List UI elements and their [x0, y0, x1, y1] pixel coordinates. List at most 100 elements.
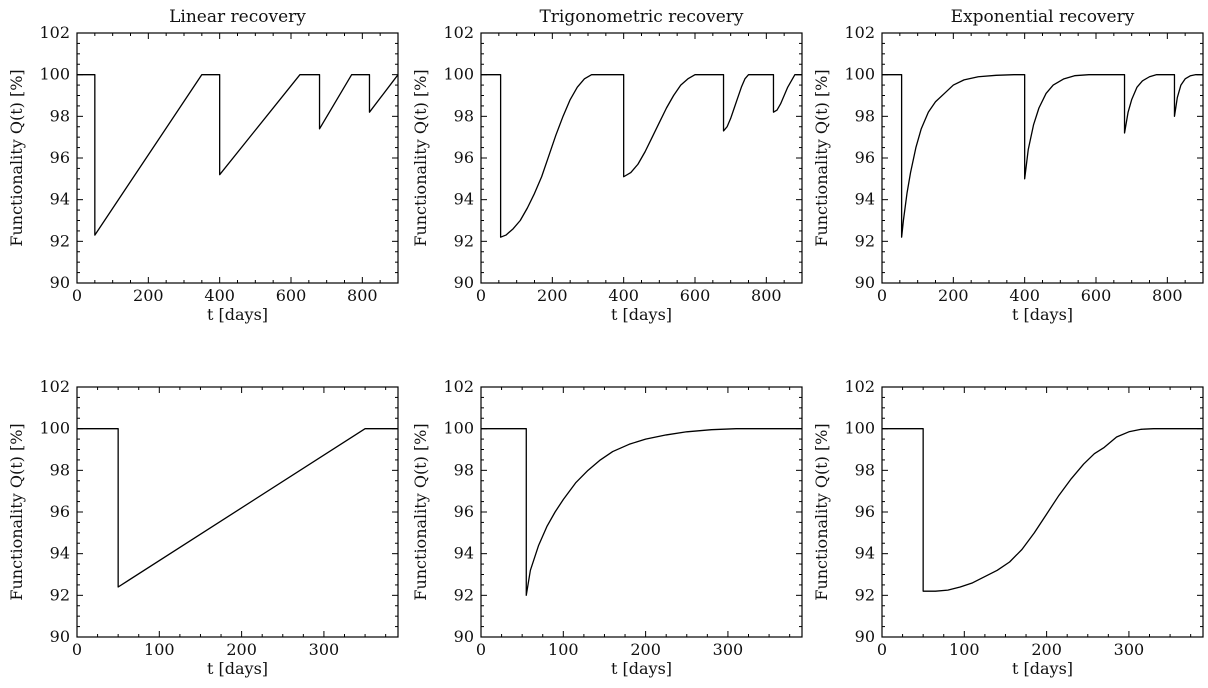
y-tick-label: 96	[454, 148, 474, 167]
y-tick-label: 98	[454, 106, 474, 125]
y-tick-label: 90	[50, 273, 70, 292]
x-tick-label: 400	[204, 286, 235, 305]
x-tick-label: 0	[476, 286, 486, 305]
y-tick-label: 100	[39, 419, 70, 438]
x-tick-label: 800	[751, 286, 782, 305]
y-tick-label: 98	[50, 106, 70, 125]
y-tick-label: 100	[443, 419, 474, 438]
y-tick-label: 92	[50, 585, 70, 604]
x-axis-label: t [days]	[207, 305, 268, 324]
plot-frame	[881, 386, 1204, 638]
y-tick-label: 96	[50, 502, 70, 521]
series-line-1	[77, 74, 399, 236]
y-tick-label: 102	[39, 23, 70, 42]
y-tick-label: 98	[454, 460, 474, 479]
series-line-1	[481, 428, 802, 596]
y-tick-label: 90	[454, 273, 474, 292]
x-tick-label: 400	[608, 286, 639, 305]
x-tick-label: 200	[133, 286, 164, 305]
series-line-1	[481, 74, 802, 238]
y-tick-label: 92	[855, 231, 875, 250]
x-axis-label: t [days]	[207, 659, 268, 678]
y-tick-label: 92	[50, 231, 70, 250]
y-tick-label: 92	[855, 585, 875, 604]
chart-panel-6: 0 100 200 300 90 92 94 96 98 100 102 t [days] Functi…	[812, 377, 1204, 678]
y-tick-label: 98	[855, 460, 875, 479]
y-axis-label: Functionality Q(t) [%]	[411, 69, 430, 246]
y-tick-label: 90	[855, 273, 875, 292]
y-tick-label: 94	[454, 190, 474, 209]
x-tick-label: 0	[72, 286, 82, 305]
x-tick-label: 300	[1114, 640, 1145, 659]
y-tick-label: 90	[855, 627, 875, 646]
x-axis-label: t [days]	[1012, 305, 1073, 324]
x-tick-label: 600	[276, 286, 307, 305]
y-tick-label: 94	[454, 544, 474, 563]
chart-title: Trigonometric recovery	[539, 7, 743, 27]
y-axis-label: Functionality Q(t) [%]	[411, 423, 430, 600]
x-axis-label: t [days]	[611, 305, 672, 324]
y-tick-label: 102	[443, 23, 474, 42]
series-line-1	[77, 428, 398, 588]
y-tick-label: 94	[50, 190, 70, 209]
y-tick-label: 94	[855, 544, 875, 563]
series-line-1	[882, 74, 1203, 238]
y-tick-label: 96	[50, 148, 70, 167]
x-tick-label: 600	[1081, 286, 1112, 305]
chart-panel-5: 0 100 200 300 90 92 94 96 98 100 102 t [days] Functi…	[411, 377, 803, 678]
plot-frame	[76, 386, 399, 638]
y-tick-label: 100	[844, 419, 875, 438]
y-tick-label: 102	[844, 23, 875, 42]
x-tick-label: 300	[309, 640, 340, 659]
x-tick-label: 100	[949, 640, 980, 659]
y-tick-label: 90	[454, 627, 474, 646]
x-tick-label: 400	[1009, 286, 1040, 305]
chart-title: Linear recovery	[169, 7, 306, 27]
y-axis-label: Functionality Q(t) [%]	[7, 423, 26, 600]
y-tick-label: 102	[39, 377, 70, 396]
x-axis-label: t [days]	[611, 659, 672, 678]
y-tick-label: 94	[855, 190, 875, 209]
x-tick-label: 100	[144, 640, 175, 659]
plot-frame	[480, 32, 803, 284]
x-tick-label: 100	[548, 640, 579, 659]
x-tick-label: 0	[476, 640, 486, 659]
x-tick-label: 300	[713, 640, 744, 659]
x-tick-label: 200	[226, 640, 257, 659]
chart-panel-2: Trigonometric recovery 0 200 400 600 800 90 92 9…	[411, 7, 803, 324]
series-line-1	[882, 428, 1203, 592]
y-axis-label: Functionality Q(t) [%]	[812, 69, 831, 246]
y-tick-label: 96	[855, 502, 875, 521]
plot-frame	[881, 32, 1204, 284]
x-tick-label: 0	[72, 640, 82, 659]
y-tick-label: 92	[454, 231, 474, 250]
y-tick-label: 100	[39, 65, 70, 84]
y-tick-label: 102	[844, 377, 875, 396]
y-axis-label: Functionality Q(t) [%]	[812, 423, 831, 600]
y-axis-label: Functionality Q(t) [%]	[7, 69, 26, 246]
y-tick-label: 100	[844, 65, 875, 84]
x-axis-label: t [days]	[1012, 659, 1073, 678]
x-tick-label: 0	[877, 286, 887, 305]
chart-panel-1: Linear recovery 0 200 400 600 800 90 92 94 96 98 10…	[7, 7, 399, 324]
x-tick-label: 200	[938, 286, 969, 305]
chart-panel-4: 0 100 200 300 90 92 94 96 98 100 102 t [days] Functi…	[7, 377, 399, 678]
x-tick-label: 800	[347, 286, 378, 305]
y-tick-label: 94	[50, 544, 70, 563]
x-tick-label: 0	[877, 640, 887, 659]
y-tick-label: 96	[855, 148, 875, 167]
y-tick-label: 90	[50, 627, 70, 646]
plot-frame	[480, 386, 803, 638]
x-tick-label: 200	[1031, 640, 1062, 659]
x-tick-label: 200	[537, 286, 568, 305]
y-tick-label: 98	[50, 460, 70, 479]
y-tick-label: 98	[855, 106, 875, 125]
y-tick-label: 96	[454, 502, 474, 521]
y-tick-label: 92	[454, 585, 474, 604]
x-tick-label: 200	[630, 640, 661, 659]
y-tick-label: 102	[443, 377, 474, 396]
y-tick-label: 100	[443, 65, 474, 84]
chart-title: Exponential recovery	[951, 7, 1135, 27]
x-tick-label: 600	[680, 286, 711, 305]
